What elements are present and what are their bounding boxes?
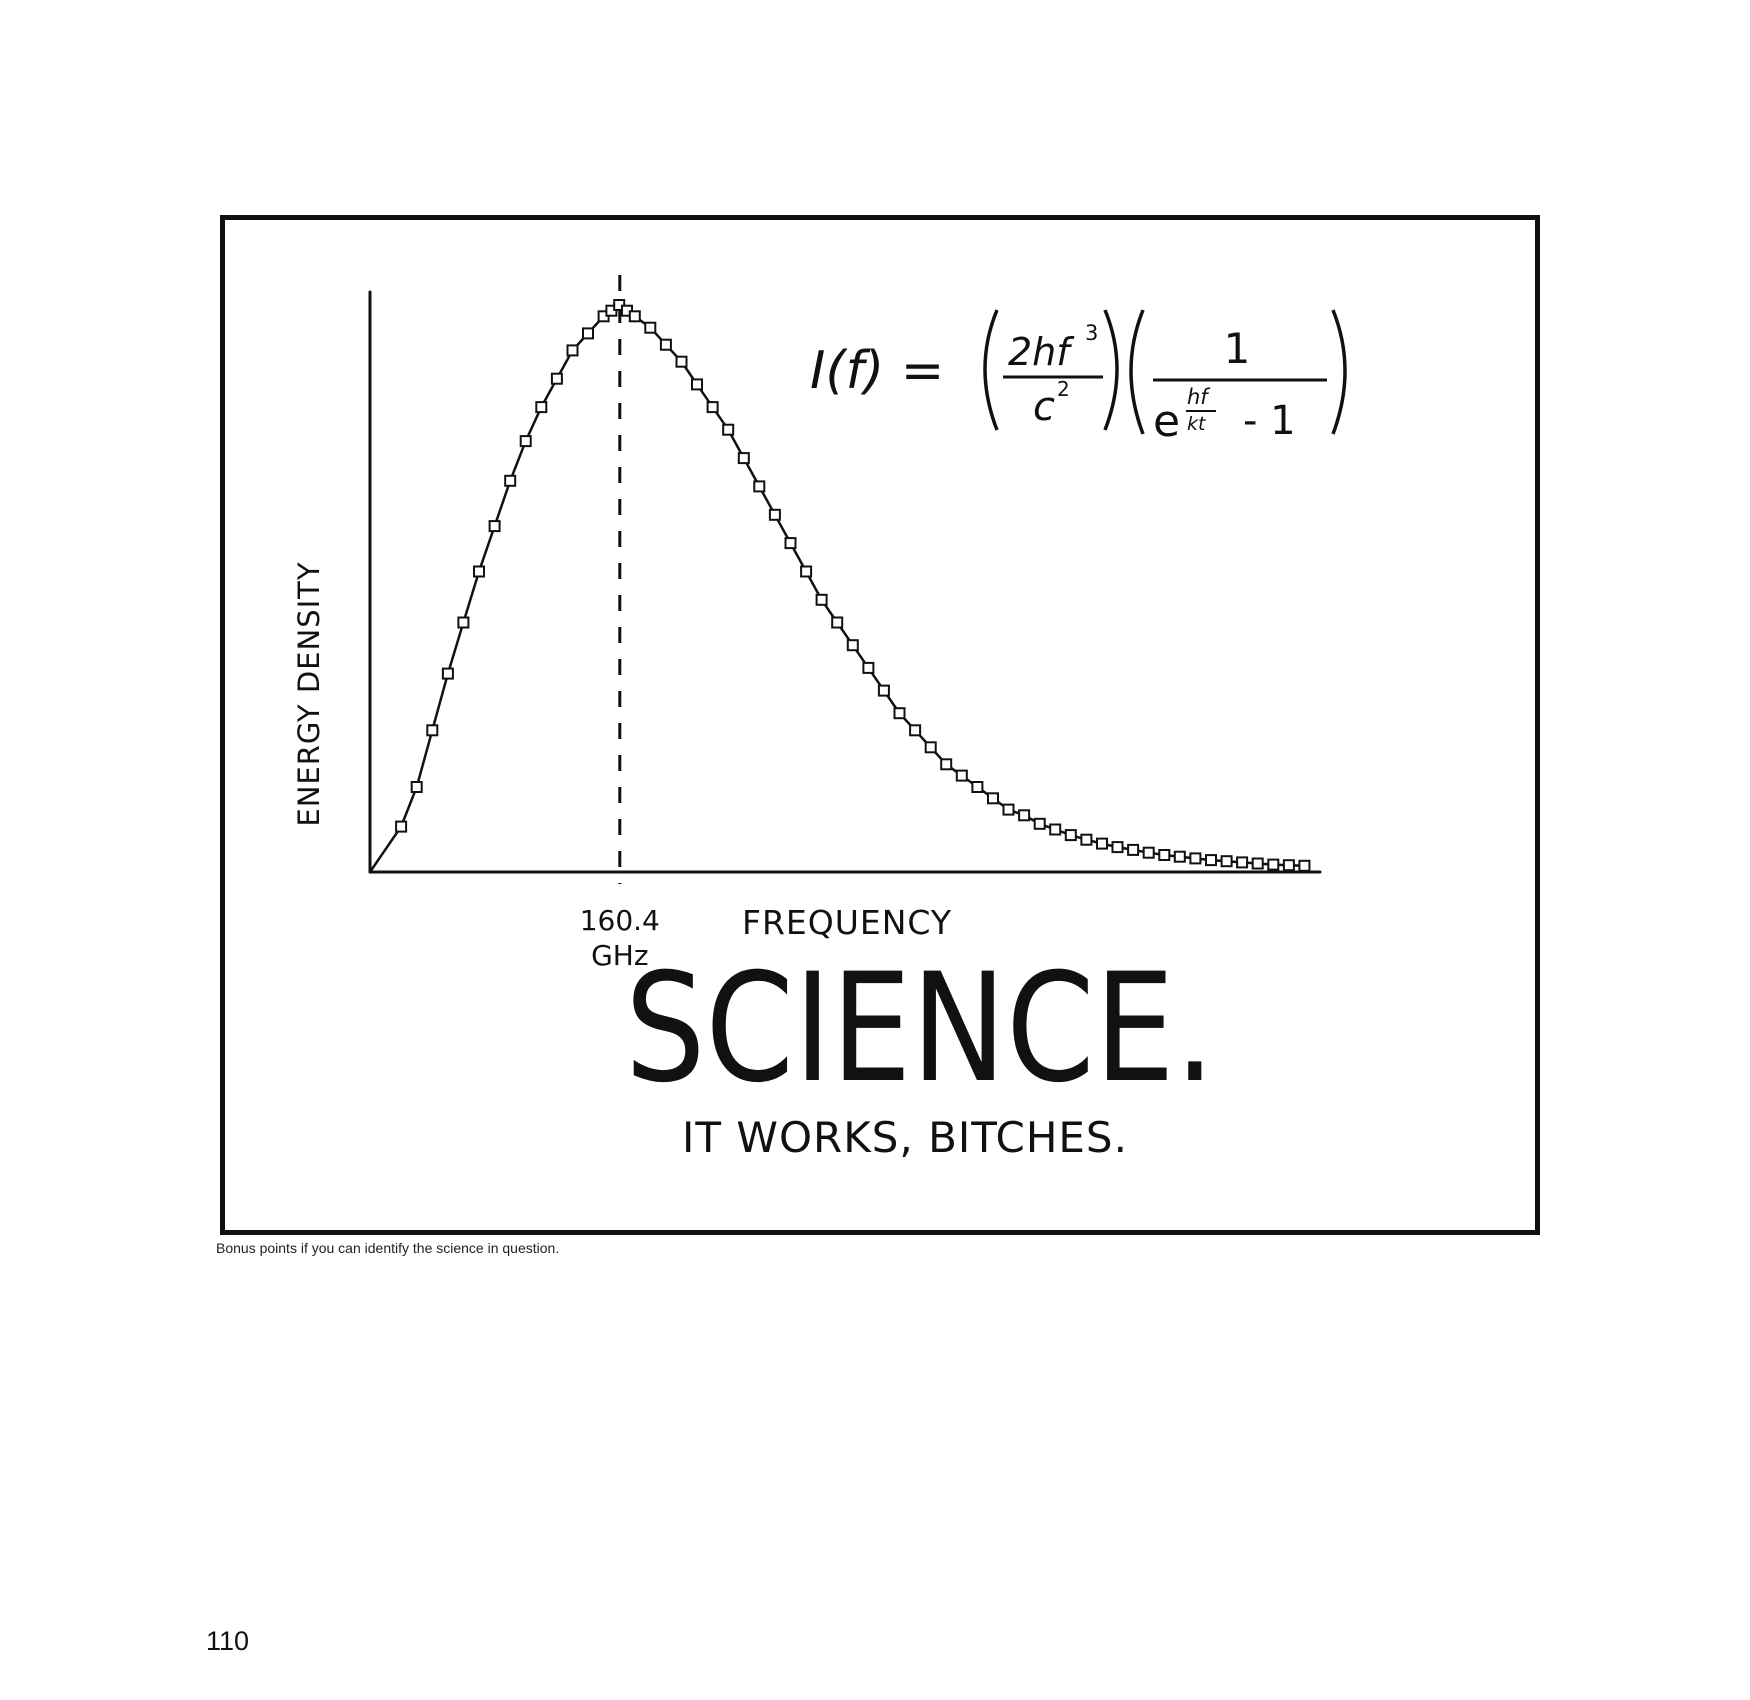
data-point-marker [628, 310, 641, 323]
y-axis-label: ENERGY DENSITY [292, 561, 326, 826]
data-point-marker [1282, 859, 1295, 872]
data-point-marker [395, 820, 408, 833]
formula-paren [1103, 309, 1119, 431]
data-point-marker [473, 565, 485, 578]
data-point-marker [1220, 855, 1233, 868]
data-point-marker [1096, 837, 1108, 850]
data-point-marker [1049, 823, 1062, 836]
data-point-marker [1142, 846, 1155, 859]
data-point-marker [955, 769, 968, 782]
data-point-marker [722, 423, 735, 436]
data-point-marker [831, 616, 844, 629]
data-point-marker [1018, 809, 1031, 822]
formula-e: e [1153, 396, 1180, 447]
data-point-marker [1080, 833, 1093, 846]
caption: Bonus points if you can identify the sci… [216, 1240, 560, 1256]
formula-denominator-exponent: 2 [1057, 377, 1070, 401]
data-point-marker [582, 327, 594, 340]
comic-panel: ENERGY DENSITY FREQUENCY 160.4 GHz I(f) … [220, 215, 1540, 1235]
data-point-marker [706, 401, 719, 414]
data-point-marker [659, 338, 672, 351]
x-axis-label: FREQUENCY [742, 903, 952, 942]
data-point-marker [846, 639, 859, 652]
data-point-marker [924, 741, 937, 754]
formula-numerator: 2hf [1008, 330, 1075, 374]
data-point-marker [987, 792, 999, 805]
data-point-marker [1267, 858, 1280, 871]
data-point-marker [1298, 859, 1311, 872]
data-point-marker [1173, 850, 1186, 863]
data-point-marker [535, 401, 548, 414]
data-point-marker [1205, 854, 1217, 867]
peak-value-label: 160.4 [580, 904, 660, 937]
data-point-marker [815, 593, 828, 606]
data-point-marker [909, 724, 922, 737]
data-markers [395, 299, 1311, 872]
data-point-marker [1236, 856, 1249, 869]
data-point-marker [675, 355, 688, 368]
data-point-marker [1033, 817, 1046, 830]
data-point-marker [737, 452, 750, 465]
data-point-marker [566, 344, 579, 357]
data-point-marker [1158, 849, 1171, 861]
data-point-marker [410, 781, 423, 793]
data-point-marker [691, 378, 703, 391]
data-point-marker [768, 508, 781, 521]
data-point-marker [644, 321, 657, 334]
formula-exp-denominator: kt [1187, 413, 1207, 435]
data-point-marker [1111, 841, 1124, 854]
data-point-marker [1002, 803, 1015, 816]
data-point-marker [457, 616, 470, 629]
data-point-marker [504, 474, 517, 487]
planck-formula: I(f) = 2hf 3 c 2 1 e hf kt - 1 [810, 309, 1347, 447]
formula-paren [1331, 309, 1347, 435]
data-point-marker [488, 520, 501, 533]
data-point-marker [971, 781, 984, 793]
data-point-marker [1127, 843, 1140, 856]
data-point-marker [426, 724, 439, 737]
subline: IT WORKS, BITCHES. [682, 1113, 1128, 1162]
formula-exponent: 3 [1085, 321, 1098, 345]
formula-lhs: I(f) = [810, 341, 944, 401]
comic-drawing: ENERGY DENSITY FREQUENCY 160.4 GHz I(f) … [292, 275, 1347, 1162]
data-point-marker [441, 667, 454, 680]
formula-paren [1129, 309, 1145, 435]
page-number: 110 [206, 1626, 250, 1656]
formula-exp-numerator: hf [1187, 385, 1211, 409]
formula-paren [983, 309, 999, 431]
data-point-marker [550, 372, 563, 385]
peak-unit-label: GHz [591, 939, 648, 972]
data-point-marker [1189, 852, 1202, 865]
headline: SCIENCE. [625, 942, 1215, 1116]
data-point-marker [862, 661, 875, 674]
data-point-marker [877, 684, 890, 697]
data-point-marker [519, 435, 532, 448]
formula-denominator: c [1033, 384, 1055, 430]
data-point-marker [893, 707, 906, 720]
data-point-marker [1251, 857, 1264, 870]
data-point-marker [753, 480, 766, 493]
data-point-marker [784, 537, 797, 550]
data-point-marker [940, 758, 953, 771]
data-point-marker [800, 565, 813, 578]
formula-one: 1 [1224, 324, 1251, 373]
data-point-marker [1064, 829, 1077, 842]
formula-minus-one: - 1 [1243, 398, 1296, 444]
